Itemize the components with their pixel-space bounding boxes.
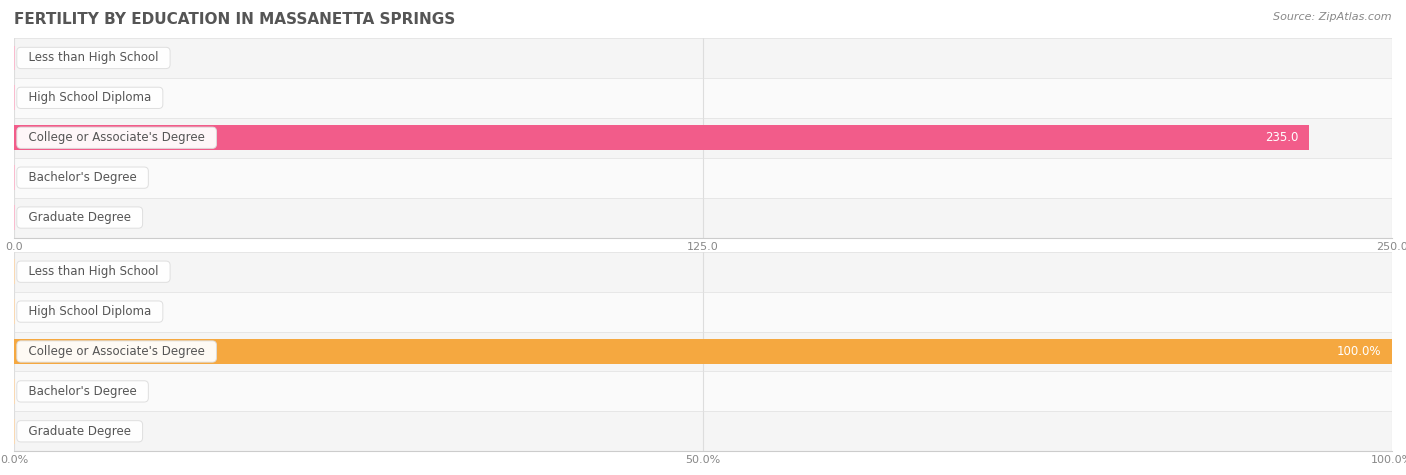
Bar — [14, 339, 1392, 364]
Bar — [14, 125, 1309, 150]
Text: 235.0: 235.0 — [1265, 131, 1298, 144]
Text: 0.0: 0.0 — [35, 91, 53, 104]
Text: Less than High School: Less than High School — [21, 51, 166, 65]
Bar — [14, 38, 1392, 78]
Text: 0.0: 0.0 — [35, 171, 53, 184]
Bar — [14, 158, 1392, 198]
Text: 0.0: 0.0 — [35, 211, 53, 224]
Text: 0.0%: 0.0% — [35, 305, 65, 318]
Text: Graduate Degree: Graduate Degree — [21, 211, 138, 224]
Text: High School Diploma: High School Diploma — [21, 91, 159, 104]
Text: FERTILITY BY EDUCATION IN MASSANETTA SPRINGS: FERTILITY BY EDUCATION IN MASSANETTA SPR… — [14, 12, 456, 27]
Bar — [14, 78, 1392, 118]
Text: Graduate Degree: Graduate Degree — [21, 425, 138, 438]
Bar — [14, 332, 1392, 371]
Text: Bachelor's Degree: Bachelor's Degree — [21, 385, 145, 398]
Text: 0.0%: 0.0% — [35, 425, 65, 438]
Bar — [14, 411, 1392, 451]
Bar — [14, 252, 1392, 292]
Text: Bachelor's Degree: Bachelor's Degree — [21, 171, 145, 184]
Text: 0.0%: 0.0% — [35, 265, 65, 278]
Bar — [14, 371, 1392, 411]
Bar — [14, 292, 1392, 332]
Text: Source: ZipAtlas.com: Source: ZipAtlas.com — [1274, 12, 1392, 22]
Text: High School Diploma: High School Diploma — [21, 305, 159, 318]
Text: 100.0%: 100.0% — [1337, 345, 1381, 358]
Text: College or Associate's Degree: College or Associate's Degree — [21, 345, 212, 358]
Text: 0.0%: 0.0% — [35, 385, 65, 398]
Bar — [14, 118, 1392, 158]
Text: Less than High School: Less than High School — [21, 265, 166, 278]
Text: College or Associate's Degree: College or Associate's Degree — [21, 131, 212, 144]
Bar — [14, 198, 1392, 238]
Text: 0.0: 0.0 — [35, 51, 53, 65]
